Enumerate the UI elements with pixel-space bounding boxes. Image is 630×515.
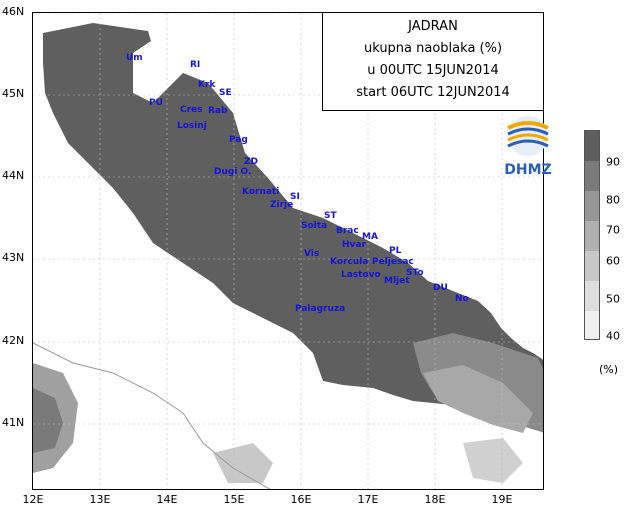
place-label: Solta xyxy=(301,221,328,231)
italy-coastline xyxy=(33,342,271,489)
lat-tick-43n: 43N xyxy=(2,251,25,264)
legend-label: 40 xyxy=(606,329,620,343)
place-label: Dugi O. xyxy=(214,167,252,177)
legend-swatch xyxy=(585,311,599,339)
lon-tick-19e: 19E xyxy=(491,493,513,506)
place-label: Mljet xyxy=(384,276,410,286)
title-variable: ukupna naoblaka (%) xyxy=(363,41,503,56)
place-label: STo xyxy=(406,268,424,278)
place-label: Korcula xyxy=(330,257,369,267)
lon-tick-13e: 13E xyxy=(89,493,111,506)
place-label: Palagruza xyxy=(295,304,346,314)
map-canvas xyxy=(33,13,543,489)
legend-swatch xyxy=(585,131,599,161)
place-label: MA xyxy=(362,232,378,242)
lon-tick-17e: 17E xyxy=(357,493,379,506)
lon-tick-18e: 18E xyxy=(424,493,446,506)
lat-tick-42n: 42N xyxy=(2,334,25,347)
place-label: ST xyxy=(324,211,337,221)
lon-tick-16e: 16E xyxy=(290,493,312,506)
dhmz-logo-icon xyxy=(507,116,549,156)
place-label: PL xyxy=(389,246,402,256)
lon-tick-14e: 14E xyxy=(156,493,178,506)
dhmz-logo: DHMZ xyxy=(500,114,556,184)
lon-tick-12e: 12E xyxy=(22,493,44,506)
dhmz-logo-text: DHMZ xyxy=(504,162,552,178)
legend-label: 50 xyxy=(606,292,620,306)
lat-tick-45n: 45N xyxy=(2,87,25,100)
place-label: RI xyxy=(190,60,201,70)
place-label: SE xyxy=(219,88,232,98)
place-label: ZD xyxy=(244,157,258,167)
legend-swatch xyxy=(585,221,599,251)
cloud-band-west-inner xyxy=(33,388,63,453)
place-label: DU xyxy=(433,283,448,293)
lon-tick-15e: 15E xyxy=(223,493,245,506)
place-label: Zirje xyxy=(270,200,294,210)
legend-swatch xyxy=(585,161,599,191)
place-label: Rab xyxy=(208,106,228,116)
cloud-band-greece xyxy=(463,438,523,483)
title-valid-time: u 00UTC 15JUN2014 xyxy=(367,63,499,78)
place-label: Hvar xyxy=(342,240,366,250)
place-label: Kornati xyxy=(242,187,280,197)
cloud-band-italy xyxy=(213,443,273,483)
title-start-time: start 06UTC 12JUN2014 xyxy=(356,85,510,100)
legend-swatch xyxy=(585,251,599,281)
map-title-box: JADRAN ukupna naoblaka (%) u 00UTC 15JUN… xyxy=(322,12,544,111)
place-label: Peljesac xyxy=(372,257,414,267)
lat-tick-44n: 44N xyxy=(2,169,25,182)
legend-label: 60 xyxy=(606,254,620,268)
place-label: Pag xyxy=(229,135,248,145)
adriatic-cloud-area xyxy=(43,23,543,433)
place-label: Krk xyxy=(198,80,216,90)
legend-label: 80 xyxy=(606,193,620,207)
place-label: Lastovo xyxy=(341,270,381,280)
cloud-band-south xyxy=(423,365,533,433)
place-label: PU xyxy=(149,98,163,108)
legend-swatch xyxy=(585,281,599,311)
lat-tick-46n: 46N xyxy=(2,5,25,18)
legend-label: 90 xyxy=(606,155,620,169)
place-label: Brac xyxy=(336,226,359,236)
title-region: JADRAN xyxy=(408,19,458,34)
place-label: SI xyxy=(290,192,300,202)
place-label: Cres xyxy=(180,105,203,115)
place-label: Losinj xyxy=(177,121,207,131)
place-label: Vis xyxy=(304,249,320,259)
place-label: Um xyxy=(126,53,143,63)
legend-colorbar xyxy=(584,130,600,340)
place-label: No xyxy=(455,294,469,304)
legend-swatch xyxy=(585,191,599,221)
lat-tick-41n: 41N xyxy=(2,416,25,429)
legend-unit: (%) xyxy=(599,363,619,376)
legend-label: 70 xyxy=(606,223,620,237)
